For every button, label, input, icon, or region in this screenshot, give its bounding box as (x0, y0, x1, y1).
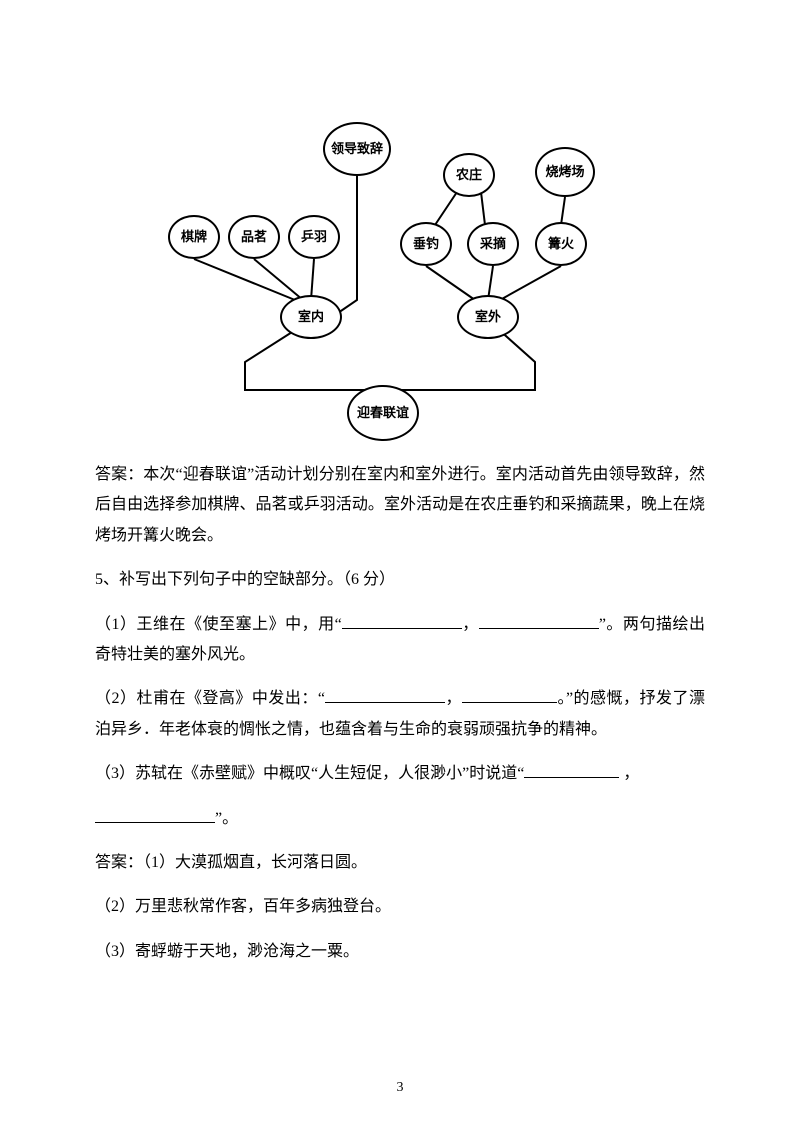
answer-2: （2）万里悲秋常作客，百年多病独登台。 (95, 892, 705, 922)
blank (325, 686, 445, 704)
diagram-node-leader: 领导致辞 (323, 122, 391, 176)
question-5-3b: ”。 (95, 804, 705, 834)
question-5-1: （1）王维在《使至塞上》中，用“，”。两句描绘出奇特壮美的塞外风光。 (95, 610, 705, 671)
document-page: 迎春联谊 室内 室外 领导致辞棋牌品茗乒羽 农庄烧烤场垂钓采摘篝火 答案：本次“迎春联谊… (0, 0, 800, 967)
question-5-3: （3）苏轼在《赤壁赋》中概叹“人生短促，人很渺小”时说道“ ， (95, 759, 705, 789)
blank (524, 761, 619, 779)
q5-3-mid: ， (619, 765, 639, 782)
diagram-node-pingyu: 乒羽 (288, 215, 340, 259)
diagram-node-fish: 垂钓 (400, 222, 452, 266)
answer-1: 答案：（1）大漠孤烟直，长河落日圆。 (95, 848, 705, 878)
diagram-node-bbq: 烧烤场 (535, 147, 595, 197)
activity-diagram: 迎春联谊 室内 室外 领导致辞棋牌品茗乒羽 农庄烧烤场垂钓采摘篝火 (165, 100, 620, 440)
diagram-node-pick: 采摘 (467, 222, 519, 266)
q5-3-pre: （3）苏轼在《赤壁赋》中概叹“人生短促，人很渺小”时说道“ (95, 765, 524, 782)
diagram-node-bonfire: 篝火 (535, 222, 587, 266)
diagram-node-root: 迎春联谊 (347, 385, 419, 441)
q5-1-mid: ， (462, 616, 479, 633)
question-5-header: 5、补写出下列句子中的空缺部分。（6 分） (95, 565, 705, 595)
q5-2-pre: （2）杜甫在《登高》中发出：“ (95, 690, 325, 707)
answer-3: （3）寄蜉蝣于天地，渺沧海之一粟。 (95, 937, 705, 967)
blank (95, 805, 215, 823)
page-number: 3 (0, 1075, 800, 1102)
q5-3-post: ”。 (215, 810, 238, 827)
diagram-node-outdoor: 室外 (457, 295, 519, 339)
blank (462, 686, 557, 704)
q5-1-pre: （1）王维在《使至塞上》中，用“ (95, 616, 342, 633)
q5-2-mid: ， (445, 690, 462, 707)
diagram-node-farm: 农庄 (443, 153, 495, 197)
blank (342, 611, 462, 629)
diagram-node-pinming: 品茗 (228, 215, 280, 259)
blank (479, 611, 599, 629)
diagram-node-indoor: 室内 (280, 295, 342, 339)
diagram-node-qipai: 棋牌 (168, 215, 220, 259)
diagram-answer-text: 答案：本次“迎春联谊”活动计划分别在室内和室外进行。室内活动首先由领导致辞，然后… (95, 460, 705, 551)
question-5-2: （2）杜甫在《登高》中发出：“，。”的感慨，抒发了漂泊异乡．年老体衰的惆怅之情，… (95, 684, 705, 745)
